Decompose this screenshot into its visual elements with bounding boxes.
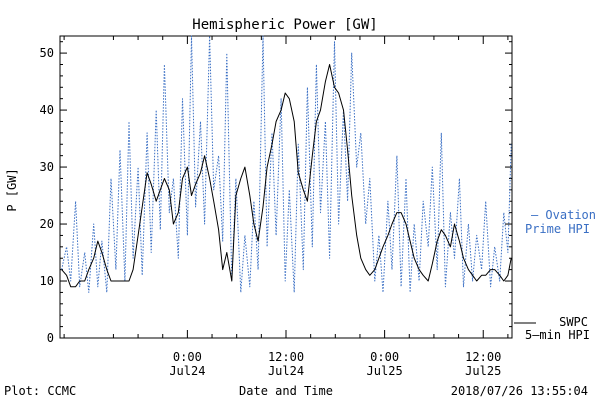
x-tick-label-date: Jul24	[268, 364, 304, 378]
x-tick-label-date: Jul25	[367, 364, 403, 378]
y-tick-label: 50	[40, 46, 54, 60]
plot-frame	[59, 35, 513, 339]
legend-swpc-line1: SWPC	[559, 315, 588, 329]
y-axis: 0 10 20 30 40 50	[40, 41, 512, 345]
footer-timestamp: 2018/07/26 13:55:04	[451, 384, 588, 398]
x-tick-label-time: 12:00	[268, 350, 304, 364]
x-tick-label-time: 12:00	[465, 350, 501, 364]
x-tick-label-time: 0:00	[370, 350, 399, 364]
legend-ovation-line1: — Ovation	[531, 208, 596, 222]
chart-title: Hemispheric Power [GW]	[192, 17, 377, 33]
y-tick-label: 10	[40, 274, 54, 288]
x-axis-label: Date and Time	[239, 384, 333, 398]
series-line-swpc	[61, 64, 512, 288]
y-tick-label: 0	[47, 331, 54, 345]
legend-swpc-line2: 5—min HPI	[525, 328, 590, 342]
footer-plot-source: Plot: CCMC	[4, 384, 76, 398]
x-tick-label-time: 0:00	[173, 350, 202, 364]
series-line-ovation-prime	[61, 35, 512, 293]
y-tick-label: 30	[40, 160, 54, 174]
x-tick-label-date: Jul25	[465, 364, 501, 378]
y-tick-label: 40	[40, 103, 54, 117]
x-tick-label-date: Jul24	[169, 364, 205, 378]
y-axis-label: P [GW]	[5, 168, 19, 211]
legend-ovation-line2: Prime HPI	[525, 222, 590, 236]
y-tick-label: 20	[40, 217, 54, 231]
series-layer	[61, 35, 512, 293]
